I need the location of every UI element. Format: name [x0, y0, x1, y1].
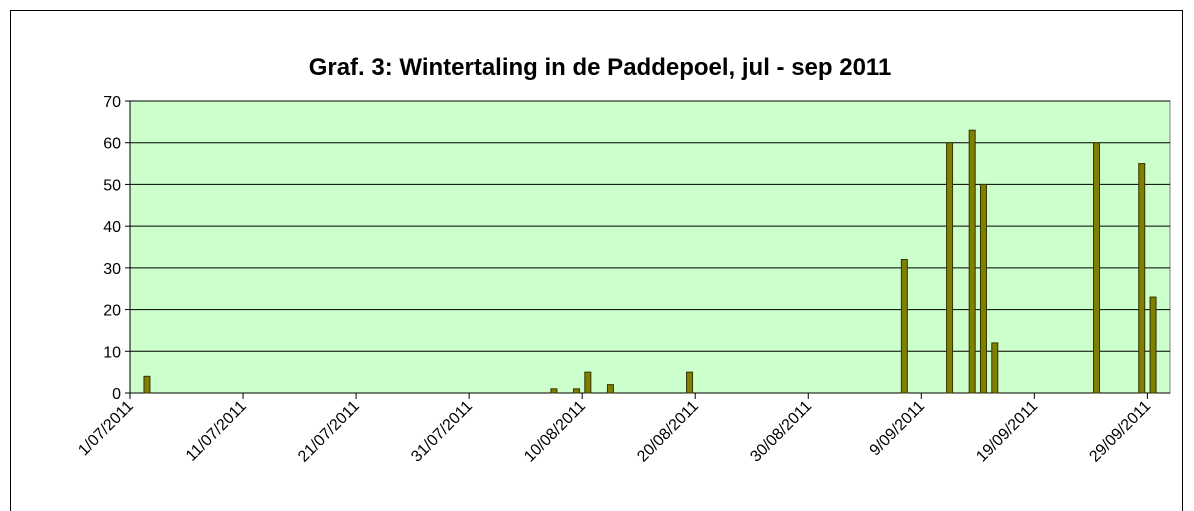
- bar: [1149, 296, 1157, 394]
- bar: [550, 388, 558, 394]
- chart-title: Graf. 3: Wintertaling in de Paddepoel, j…: [309, 54, 892, 81]
- y-tick-label: 70: [103, 94, 121, 111]
- y-tick-label: 60: [103, 136, 121, 153]
- y-tick-label: 40: [103, 219, 121, 236]
- y-tick-label: 20: [103, 303, 121, 320]
- bar: [979, 183, 987, 394]
- y-tick-label: 0: [112, 386, 121, 403]
- bar: [900, 259, 908, 394]
- bar: [606, 384, 614, 394]
- bar: [584, 371, 592, 394]
- plot-area: [129, 100, 1171, 394]
- bar: [1093, 142, 1101, 394]
- bar: [573, 388, 581, 394]
- bar: [991, 342, 999, 394]
- bar: [1138, 163, 1146, 394]
- bar: [946, 142, 954, 394]
- bar: [686, 371, 694, 394]
- y-tick-label: 10: [103, 344, 121, 361]
- y-tick-label: 50: [103, 177, 121, 194]
- y-tick-label: 30: [103, 261, 121, 278]
- bar: [143, 375, 151, 394]
- bar: [968, 129, 976, 394]
